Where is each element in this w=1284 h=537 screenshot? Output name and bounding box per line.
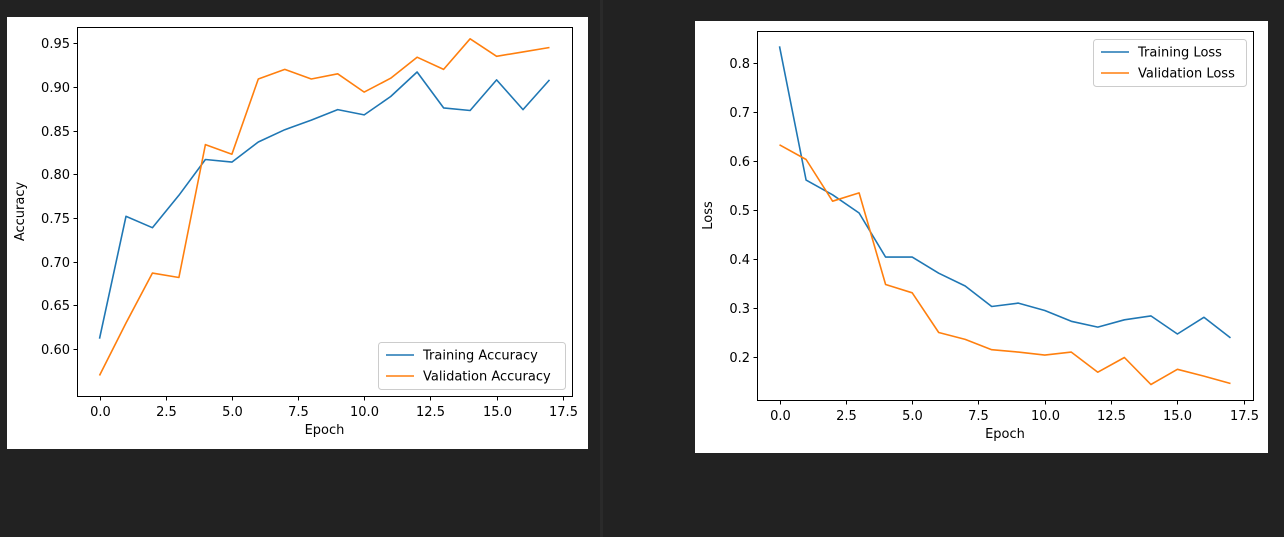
accuracy-y-tick-label: 0.80 xyxy=(41,168,70,183)
loss-y-tick-label: 0.2 xyxy=(729,351,750,366)
accuracy-legend-box xyxy=(378,342,566,390)
accuracy-y-tick-label: 0.60 xyxy=(41,343,70,358)
training-loss-legend-label: Training Loss xyxy=(1137,46,1222,61)
accuracy-x-tick-label: 12.5 xyxy=(416,405,445,420)
loss-x-tick-label: 15.0 xyxy=(1163,409,1192,424)
loss-x-tick-label: 5.0 xyxy=(902,409,923,424)
loss-y-tick-label: 0.4 xyxy=(729,253,750,268)
loss-x-tick-label: 10.0 xyxy=(1031,409,1060,424)
validation-loss-line xyxy=(779,144,1231,386)
loss-x-tick-label: 12.5 xyxy=(1097,409,1126,424)
loss-x-axis-label: Epoch xyxy=(985,427,1025,442)
loss-x-tick-label: 17.5 xyxy=(1230,409,1259,424)
accuracy-y-tick-label: 0.95 xyxy=(41,37,70,52)
loss-x-tick-label: 0.0 xyxy=(770,409,791,424)
loss-x-tick-label: 2.5 xyxy=(836,409,857,424)
accuracy-x-tick-label: 17.5 xyxy=(549,405,578,420)
accuracy-x-axis-label: Epoch xyxy=(305,423,345,438)
loss-y-tick-label: 0.8 xyxy=(729,57,750,72)
accuracy-y-tick-label: 0.65 xyxy=(41,299,70,314)
accuracy-y-tick-label: 0.90 xyxy=(41,81,70,96)
validation-loss-legend-label: Validation Loss xyxy=(1138,67,1235,82)
accuracy-plot-frame xyxy=(77,27,573,397)
accuracy-x-tick-label: 5.0 xyxy=(222,405,243,420)
accuracy-x-tick-label: 15.0 xyxy=(483,405,512,420)
panel-divider xyxy=(600,0,603,537)
validation-accuracy-legend-label: Validation Accuracy xyxy=(423,370,551,385)
loss-y-tick-label: 0.6 xyxy=(729,155,750,170)
accuracy-x-tick-label: 0.0 xyxy=(90,405,111,420)
training-accuracy-line xyxy=(98,71,551,339)
training-loss-line xyxy=(778,46,1231,339)
loss-y-tick-label: 0.7 xyxy=(729,106,750,121)
accuracy-y-tick-label: 0.70 xyxy=(41,256,70,271)
loss-chart: 0.0 2.5 5.0 7.5 10.0 12.5 15.0 17.5 0.2 0.3 0.4 0.5… xyxy=(701,31,1259,442)
loss-y-tick-label: 0.5 xyxy=(729,204,750,219)
accuracy-chart: 0.0 2.5 5.0 7.5 10.0 12.5 15.0 17.5 0.60 0.65 0.70… xyxy=(13,27,578,438)
accuracy-y-tick-label: 0.85 xyxy=(41,125,70,140)
accuracy-x-tick-label: 10.0 xyxy=(350,405,379,420)
loss-legend-box xyxy=(1093,39,1247,87)
validation-accuracy-line xyxy=(98,37,550,376)
loss-legend: Training Loss Validation Loss xyxy=(1093,39,1247,87)
loss-chart-card: 0.0 2.5 5.0 7.5 10.0 12.5 15.0 17.5 0.2 0.3 0.4 0.5… xyxy=(695,21,1268,453)
accuracy-chart-card: 0.0 2.5 5.0 7.5 10.0 12.5 15.0 17.5 0.60 0.65 0.70… xyxy=(7,17,588,449)
loss-x-tick-label: 7.5 xyxy=(968,409,989,424)
loss-plot-frame xyxy=(757,31,1254,401)
training-accuracy-legend-label: Training Accuracy xyxy=(422,349,538,364)
accuracy-legend: Training Accuracy Validation Accuracy xyxy=(378,342,566,390)
loss-y-tick-label: 0.3 xyxy=(729,302,750,317)
accuracy-y-axis-label: Accuracy xyxy=(13,182,28,242)
loss-y-axis-label: Loss xyxy=(701,201,716,230)
accuracy-y-tick-label: 0.75 xyxy=(41,212,70,227)
accuracy-x-tick-label: 2.5 xyxy=(156,405,177,420)
accuracy-x-tick-label: 7.5 xyxy=(288,405,309,420)
